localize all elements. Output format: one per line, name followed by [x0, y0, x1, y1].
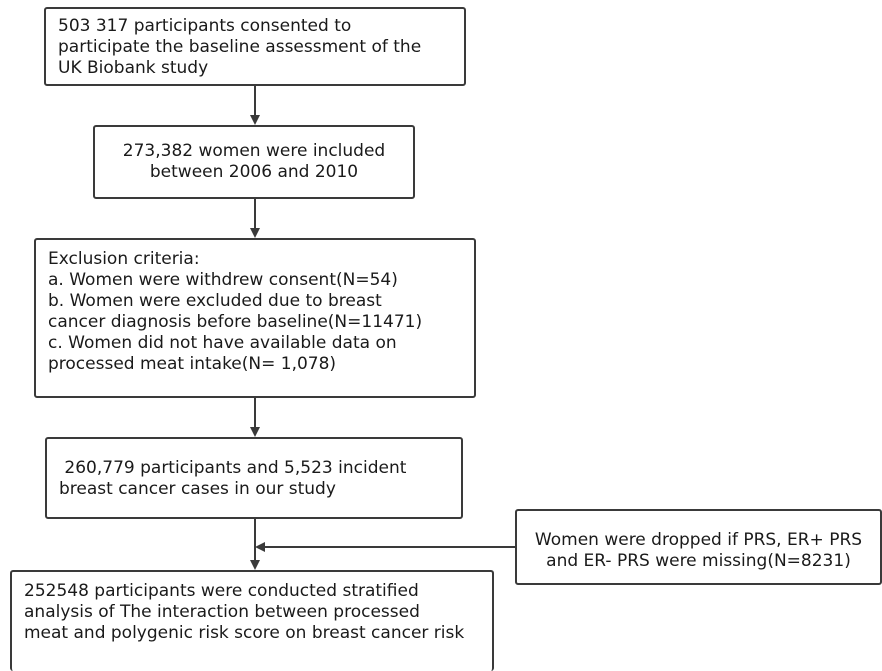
box-text-line: analysis of The interaction between proc… [24, 602, 420, 622]
box-text-line: 273,382 women were included [122, 141, 386, 161]
box-text-line: participate the baseline assessment of t… [58, 37, 422, 57]
box-text-line: meat and polygenic risk score on breast … [24, 623, 465, 643]
box-text-line: a. Women were withdrew consent(N=54) [48, 270, 398, 290]
box-text-line: breast cancer cases in our study [59, 479, 336, 499]
box-text-line: Women were dropped if PRS, ER+ PRS [534, 530, 863, 550]
box-text-line: b. Women were excluded due to breast [48, 291, 382, 311]
box-text-line: and ER- PRS were missing(N=8231) [546, 551, 851, 571]
flow-box-stratified-analysis: 252548 participants were conducted strat… [10, 570, 494, 671]
box-text-line: UK Biobank study [58, 58, 209, 78]
box-text-line: 252548 participants were conducted strat… [24, 581, 419, 601]
box-text-line: Exclusion criteria: [48, 249, 200, 269]
flow-box-participants-cases: 260,779 participants and 5,523 incident … [45, 437, 463, 519]
box-text-line: c. Women did not have available data on [48, 333, 397, 353]
box-text-line: between 2006 and 2010 [149, 162, 359, 182]
box-text-line: 503 317 participants consented to [58, 16, 352, 36]
box-text-line: cancer diagnosis before baseline(N=11471… [48, 312, 423, 332]
box-text-line: 260,779 participants and 5,523 incident [59, 458, 407, 478]
flow-box-consented: 503 317 participants consented to partic… [44, 7, 466, 86]
flow-box-prs-dropped: Women were dropped if PRS, ER+ PRS and E… [515, 509, 882, 585]
flow-box-exclusion-criteria: Exclusion criteria: a. Women were withdr… [34, 238, 476, 398]
box-text-line: processed meat intake(N= 1,078) [48, 354, 337, 374]
flow-box-women-included: 273,382 women were included between 2006… [93, 125, 415, 199]
